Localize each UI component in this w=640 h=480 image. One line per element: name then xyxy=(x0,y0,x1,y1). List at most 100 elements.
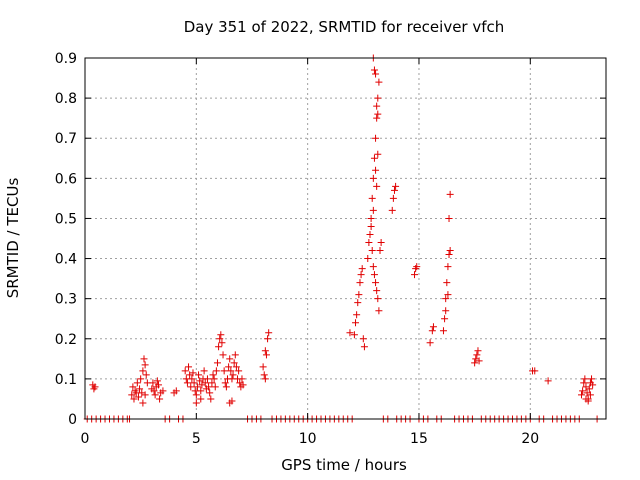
data-point xyxy=(443,279,451,287)
data-point xyxy=(262,351,270,359)
data-point xyxy=(201,379,209,387)
data-point xyxy=(368,247,376,255)
data-point xyxy=(367,222,375,230)
data-point xyxy=(360,343,368,351)
data-point xyxy=(446,190,454,198)
data-point xyxy=(369,206,377,214)
data-point xyxy=(140,355,148,363)
data-point xyxy=(181,367,189,375)
data-points xyxy=(83,54,601,423)
data-point xyxy=(183,379,191,387)
y-axis-label: SRMTID / TECUs xyxy=(4,178,22,299)
data-point xyxy=(239,381,247,389)
data-point xyxy=(197,395,205,403)
data-point xyxy=(156,395,164,403)
data-point xyxy=(192,391,200,399)
data-point xyxy=(359,335,367,343)
data-point xyxy=(364,255,372,263)
data-point xyxy=(206,389,214,397)
data-point xyxy=(219,351,227,359)
data-point xyxy=(235,367,243,375)
data-point xyxy=(369,174,377,182)
data-point xyxy=(428,327,436,335)
y-tick-label: 0.4 xyxy=(55,252,77,268)
data-point xyxy=(141,391,149,399)
y-tick-label: 0.6 xyxy=(55,171,77,187)
data-point xyxy=(375,307,383,315)
data-point xyxy=(228,397,236,405)
data-point xyxy=(366,230,374,238)
data-point xyxy=(129,383,137,391)
data-point xyxy=(192,399,200,407)
data-point xyxy=(355,291,363,299)
data-point xyxy=(218,339,226,347)
data-point xyxy=(137,375,145,383)
data-point xyxy=(374,295,382,303)
x-axis-label: GPS time / hours xyxy=(281,456,407,474)
data-point xyxy=(377,239,385,247)
data-point xyxy=(589,381,597,389)
data-point xyxy=(352,319,360,327)
y-tick-label: 0.5 xyxy=(55,211,77,227)
data-point xyxy=(154,381,162,389)
data-point xyxy=(473,351,481,359)
data-point xyxy=(151,391,159,399)
data-point xyxy=(370,66,378,74)
data-point xyxy=(475,357,483,365)
data-point xyxy=(392,182,400,190)
data-point xyxy=(471,359,479,367)
data-point xyxy=(372,134,380,142)
data-point xyxy=(172,387,180,395)
data-point xyxy=(232,363,240,371)
data-point xyxy=(139,399,147,407)
data-point xyxy=(210,375,218,383)
data-point xyxy=(350,331,358,339)
y-tick-label: 0.1 xyxy=(55,372,77,388)
data-point xyxy=(150,387,158,395)
data-point xyxy=(444,291,452,299)
data-point xyxy=(225,363,233,371)
data-point xyxy=(544,377,552,385)
data-point xyxy=(261,347,269,355)
data-point xyxy=(238,375,246,383)
data-point xyxy=(580,379,588,387)
data-point xyxy=(426,339,434,347)
data-point xyxy=(205,383,213,391)
data-point xyxy=(389,194,397,202)
x-tick-label: 20 xyxy=(521,431,539,447)
data-point xyxy=(373,102,381,110)
data-point xyxy=(370,154,378,162)
data-point xyxy=(372,70,380,78)
data-point xyxy=(193,383,201,391)
data-point xyxy=(128,391,136,399)
data-point xyxy=(586,391,594,399)
data-point xyxy=(139,367,147,375)
data-point xyxy=(373,287,381,295)
data-point xyxy=(374,150,382,158)
data-point xyxy=(197,387,205,395)
data-point xyxy=(373,114,381,122)
data-point xyxy=(229,371,237,379)
data-point xyxy=(474,347,482,355)
data-point xyxy=(439,327,447,335)
x-tick-label: 15 xyxy=(410,431,428,447)
data-point xyxy=(211,383,219,391)
data-point xyxy=(136,385,144,393)
data-point xyxy=(260,371,268,379)
data-point xyxy=(190,379,198,387)
data-point xyxy=(222,383,230,391)
data-point xyxy=(370,271,378,279)
data-point xyxy=(185,363,193,371)
data-point xyxy=(369,263,377,271)
data-point xyxy=(149,379,157,387)
data-point xyxy=(372,279,380,287)
x-tick-label: 0 xyxy=(81,431,90,447)
chart-title: Day 351 of 2022, SRMTID for receiver vfc… xyxy=(184,18,505,36)
data-point xyxy=(259,363,267,371)
data-point xyxy=(374,94,382,102)
data-point xyxy=(221,379,229,387)
data-point xyxy=(429,323,437,331)
data-point xyxy=(142,371,150,379)
y-tick-label: 0.8 xyxy=(55,91,77,107)
